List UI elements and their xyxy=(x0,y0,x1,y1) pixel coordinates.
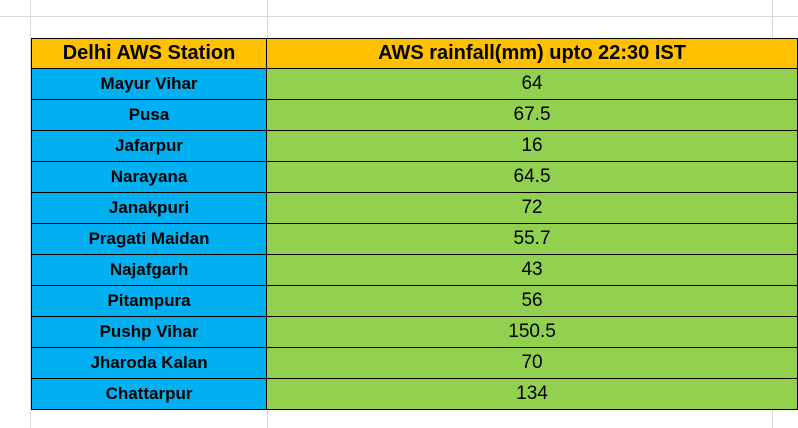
rainfall-cell[interactable]: 64 xyxy=(266,68,798,100)
table-header-row: Delhi AWS Station AWS rainfall(mm) upto … xyxy=(30,38,798,69)
station-cell[interactable]: Pragati Maidan xyxy=(30,223,268,255)
gridline xyxy=(30,0,31,428)
rainfall-cell[interactable]: 56 xyxy=(266,285,798,317)
table-row: Pusa 67.5 xyxy=(30,99,798,131)
rainfall-table: Delhi AWS Station AWS rainfall(mm) upto … xyxy=(30,38,798,410)
rainfall-cell[interactable]: 64.5 xyxy=(266,161,798,193)
rainfall-cell[interactable]: 43 xyxy=(266,254,798,286)
station-cell[interactable]: Narayana xyxy=(30,161,268,193)
table-row: Pushp Vihar 150.5 xyxy=(30,316,798,348)
station-cell[interactable]: Mayur Vihar xyxy=(30,68,268,100)
station-cell[interactable]: Najafgarh xyxy=(30,254,268,286)
station-cell[interactable]: Janakpuri xyxy=(30,192,268,224)
table-row: Mayur Vihar 64 xyxy=(30,68,798,100)
table-row: Jharoda Kalan 70 xyxy=(30,347,798,379)
header-cell-rainfall[interactable]: AWS rainfall(mm) upto 22:30 IST xyxy=(266,38,798,69)
rainfall-cell[interactable]: 150.5 xyxy=(266,316,798,348)
header-cell-station[interactable]: Delhi AWS Station xyxy=(30,38,268,69)
rainfall-cell[interactable]: 67.5 xyxy=(266,99,798,131)
station-cell[interactable]: Pushp Vihar xyxy=(30,316,268,348)
gridline xyxy=(0,16,798,17)
table-row: Najafgarh 43 xyxy=(30,254,798,286)
table-row: Jafarpur 16 xyxy=(30,130,798,162)
station-cell[interactable]: Pitampura xyxy=(30,285,268,317)
rainfall-cell[interactable]: 70 xyxy=(266,347,798,379)
table-row: Janakpuri 72 xyxy=(30,192,798,224)
table-row: Narayana 64.5 xyxy=(30,161,798,193)
table-row: Pitampura 56 xyxy=(30,285,798,317)
station-cell[interactable]: Pusa xyxy=(30,99,268,131)
station-cell[interactable]: Chattarpur xyxy=(30,378,268,410)
rainfall-cell[interactable]: 16 xyxy=(266,130,798,162)
station-cell[interactable]: Jafarpur xyxy=(30,130,268,162)
station-cell[interactable]: Jharoda Kalan xyxy=(30,347,268,379)
table-row: Pragati Maidan 55.7 xyxy=(30,223,798,255)
rainfall-cell[interactable]: 72 xyxy=(266,192,798,224)
rainfall-cell[interactable]: 55.7 xyxy=(266,223,798,255)
table-row: Chattarpur 134 xyxy=(30,378,798,410)
rainfall-cell[interactable]: 134 xyxy=(266,378,798,410)
